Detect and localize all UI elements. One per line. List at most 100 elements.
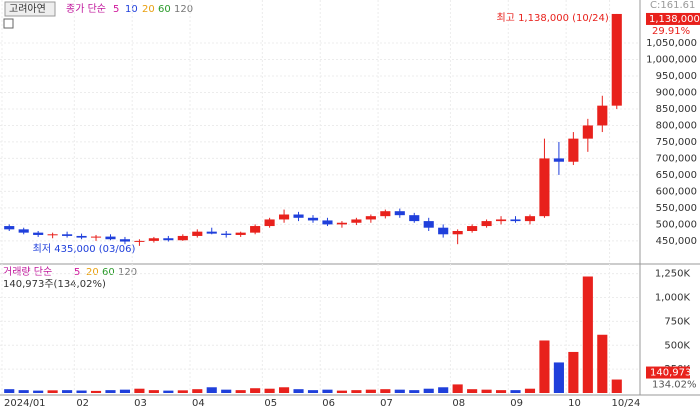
x-tick-label: 04 (192, 398, 205, 409)
x-tick-label: 06 (322, 398, 335, 409)
stock-name-box[interactable] (4, 1, 56, 17)
candle-body (510, 219, 521, 222)
volume-bar (119, 389, 131, 393)
volume-bar (148, 390, 159, 393)
candle-body (221, 233, 232, 235)
y-tick-label: 750K (664, 316, 690, 327)
candle-body (380, 211, 391, 217)
y-tick-label: 900,000 (656, 87, 697, 98)
volume-info: 140,973주(134,02%) (3, 279, 106, 290)
candle-body (351, 219, 362, 223)
volume-bar (206, 387, 217, 393)
volume-bar (33, 390, 44, 393)
candle-body (293, 214, 304, 218)
ma-period: 120 (118, 267, 137, 278)
y-tick-label: 1,000K (655, 293, 691, 304)
x-tick-label: 03 (134, 398, 147, 409)
current-price-box (646, 12, 700, 25)
volume-bar (423, 388, 434, 393)
x-tick-label: 2024/01 (4, 398, 46, 409)
volume-bar (62, 390, 73, 393)
candle-body (134, 240, 145, 242)
volume-bar (322, 389, 333, 393)
candle-body (76, 235, 87, 238)
volume-bar (279, 387, 290, 393)
volume-bar (221, 389, 232, 393)
candle-body (4, 226, 15, 230)
candle-body (539, 158, 550, 217)
x-tick-label: 05 (264, 398, 277, 409)
candle-body (394, 211, 405, 216)
volume-bar (568, 351, 579, 393)
volume-ratio: 134.02% (652, 380, 697, 391)
candle-body (279, 214, 290, 220)
volume-bar (105, 390, 116, 393)
high-label: 최고 1,138,000 (10/24) (496, 12, 608, 24)
y-tick-label: 700,000 (656, 153, 697, 164)
candle-body (18, 229, 29, 233)
x-tick-label: 10/24 (612, 398, 641, 409)
candle-body (582, 125, 593, 139)
candle-body (568, 138, 579, 162)
candle-body (438, 227, 449, 235)
volume-bar (597, 334, 608, 393)
candle-body (235, 232, 246, 235)
candle-body (365, 216, 376, 220)
ma-period: 60 (158, 4, 171, 15)
volume-bar (47, 390, 58, 393)
y-tick-label: 800,000 (656, 120, 697, 131)
y-tick-label: 850,000 (656, 104, 697, 115)
ma-period: 5 (74, 267, 80, 278)
volume-bar (394, 389, 405, 393)
volume-bar (409, 390, 420, 393)
ma-period: 10 (125, 4, 138, 15)
x-tick-label: 02 (76, 398, 89, 409)
volume-bar (351, 390, 362, 393)
y-tick-label: 550,000 (656, 203, 697, 214)
candle-body (177, 235, 188, 241)
y-tick-label: 450,000 (656, 236, 697, 247)
candle-body (307, 217, 319, 221)
ma-period: 20 (86, 267, 99, 278)
y-tick-label: 600,000 (656, 186, 697, 197)
candle-body (553, 158, 564, 162)
volume-bar (365, 389, 376, 393)
ma-period: 120 (174, 4, 193, 15)
candle-body (336, 222, 347, 225)
candle-body (495, 219, 507, 222)
candle-body (206, 231, 217, 234)
change-label: 29.91% (652, 26, 690, 37)
candle-body (62, 234, 73, 236)
candle-body (481, 221, 492, 227)
volume-bar (452, 384, 463, 393)
candle-body (148, 238, 159, 241)
volume-bar (438, 387, 449, 393)
candle-body (452, 230, 463, 235)
volume-bar (582, 276, 593, 393)
x-tick-label: 10 (568, 398, 581, 409)
grid-icon[interactable] (3, 18, 14, 29)
candle-body (119, 239, 131, 242)
x-tick-label: 08 (452, 398, 465, 409)
candle-body (524, 216, 536, 222)
y-tick-label: 1,050,000 (646, 38, 697, 49)
y-tick-label: 500,000 (656, 219, 697, 230)
y-tick-label: 1,250K (655, 269, 691, 280)
candle-body (597, 105, 608, 126)
volume-bar (293, 389, 304, 393)
volume-bar (307, 390, 319, 393)
candle-body (409, 215, 420, 222)
y-tick-label: 1,000,000 (646, 54, 697, 65)
candle-body (47, 234, 58, 236)
ma-period: 60 (102, 267, 115, 278)
corner-label: C:161.61 (650, 0, 695, 11)
x-tick-label: 07 (380, 398, 393, 409)
stock-name: 고려아연 (9, 3, 46, 15)
current-volume: 140,973 (650, 368, 691, 379)
volume-bar (510, 390, 521, 393)
current-price: 1,138,000 (649, 14, 700, 25)
candle-body (163, 238, 174, 241)
volume-bar (235, 390, 246, 393)
volume-bar (336, 390, 347, 393)
